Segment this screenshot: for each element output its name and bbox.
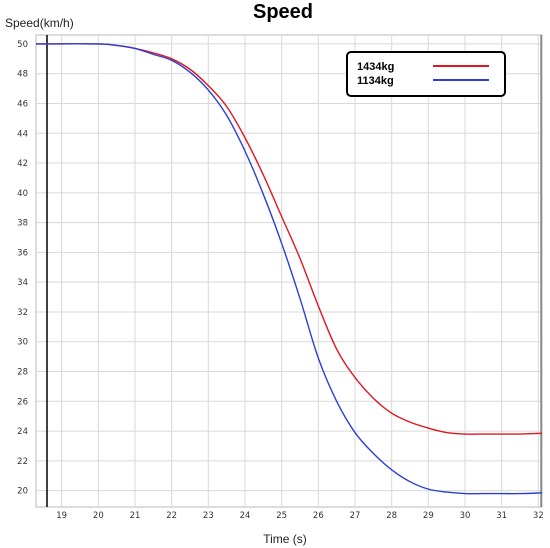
y-tick-label: 30	[17, 338, 28, 348]
y-tick-label: 26	[17, 397, 28, 407]
x-tick-label: 25	[276, 511, 287, 521]
x-tick-label: 30	[460, 511, 471, 521]
x-tick-label: 21	[130, 511, 141, 521]
y-tick-label: 24	[17, 427, 28, 437]
y-tick-label: 42	[17, 159, 28, 169]
legend-label-1434kg: 1434kg	[357, 61, 394, 73]
y-tick-label: 20	[17, 487, 28, 497]
series-lines	[35, 43, 543, 495]
chart-title: Speed	[253, 1, 313, 23]
legend-label-1134kg: 1134kg	[357, 75, 394, 87]
legend-box	[346, 51, 506, 97]
x-axis-label: Time (s)	[263, 532, 307, 546]
x-tick-label: 32	[533, 511, 544, 521]
y-tick-label: 28	[17, 368, 28, 378]
x-tick-label: 24	[240, 511, 251, 521]
y-tick-label: 50	[17, 40, 28, 50]
y-tick-label: 34	[17, 278, 28, 288]
y-axis-label: Speed(km/h)	[5, 16, 74, 30]
x-tick-label: 22	[166, 511, 177, 521]
x-tick-label: 31	[496, 511, 507, 521]
y-tick-label: 40	[17, 189, 28, 199]
x-tick-label: 26	[313, 511, 324, 521]
y-tick-label: 46	[17, 99, 28, 109]
x-tick-label: 29	[423, 511, 434, 521]
y-tick-label: 48	[17, 70, 28, 80]
x-tick-label: 27	[350, 511, 361, 521]
y-tick-label: 22	[17, 457, 28, 467]
tick-labels: 19 20 21 22 23 24 25 26 27 28 29 30 31 32 20 22 24 26 28 30…	[17, 40, 544, 521]
x-tick-label: 28	[386, 511, 397, 521]
y-tick-label: 44	[17, 129, 28, 139]
y-tick-label: 32	[17, 308, 28, 318]
y-tick-label: 38	[17, 219, 28, 229]
y-tick-label: 36	[17, 248, 28, 258]
series-line-1134kg	[35, 43, 543, 495]
series-line-1434kg	[35, 43, 543, 435]
legend: 1434kg 1134kg	[346, 51, 506, 97]
x-tick-label: 20	[93, 511, 104, 521]
x-tick-label: 23	[203, 511, 214, 521]
plot-area	[35, 34, 543, 508]
x-tick-label: 19	[56, 511, 67, 521]
